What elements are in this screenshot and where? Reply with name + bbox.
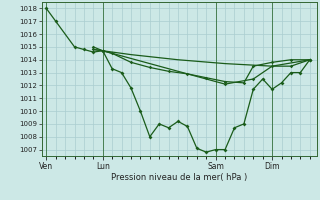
X-axis label: Pression niveau de la mer( hPa ): Pression niveau de la mer( hPa ) — [111, 173, 247, 182]
